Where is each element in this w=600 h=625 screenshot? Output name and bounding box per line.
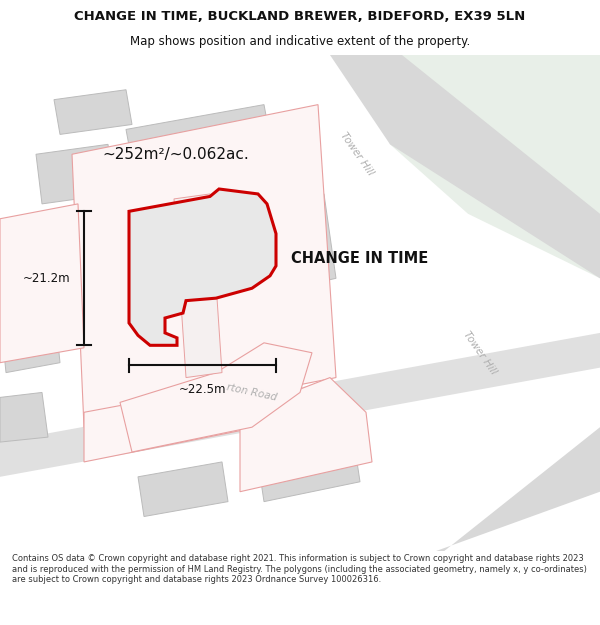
Text: rton Road: rton Road xyxy=(226,382,278,402)
Text: Tower Hill: Tower Hill xyxy=(338,131,376,178)
Text: Contains OS data © Crown copyright and database right 2021. This information is : Contains OS data © Crown copyright and d… xyxy=(12,554,587,584)
Polygon shape xyxy=(6,224,78,293)
Text: CHANGE IN TIME: CHANGE IN TIME xyxy=(292,251,428,266)
Polygon shape xyxy=(216,194,336,303)
Polygon shape xyxy=(0,204,84,362)
Text: ~252m²/~0.062ac.: ~252m²/~0.062ac. xyxy=(102,147,249,162)
Text: Tower Hill: Tower Hill xyxy=(461,329,499,376)
Polygon shape xyxy=(54,90,132,134)
Polygon shape xyxy=(72,104,336,428)
Polygon shape xyxy=(138,462,228,516)
Polygon shape xyxy=(129,189,276,345)
Polygon shape xyxy=(330,55,600,278)
Text: ~21.2m: ~21.2m xyxy=(23,272,71,285)
Polygon shape xyxy=(0,333,600,477)
Polygon shape xyxy=(258,442,360,502)
Polygon shape xyxy=(0,303,60,372)
Polygon shape xyxy=(360,55,600,278)
Text: ~22.5m: ~22.5m xyxy=(179,382,226,396)
Polygon shape xyxy=(240,378,372,492)
Polygon shape xyxy=(372,428,600,561)
Polygon shape xyxy=(174,194,222,378)
Polygon shape xyxy=(126,104,276,194)
Polygon shape xyxy=(84,378,282,462)
Polygon shape xyxy=(120,343,312,452)
Text: CHANGE IN TIME, BUCKLAND BREWER, BIDEFORD, EX39 5LN: CHANGE IN TIME, BUCKLAND BREWER, BIDEFOR… xyxy=(74,10,526,23)
Polygon shape xyxy=(36,144,114,204)
Text: Map shows position and indicative extent of the property.: Map shows position and indicative extent… xyxy=(130,35,470,48)
Polygon shape xyxy=(0,392,48,442)
